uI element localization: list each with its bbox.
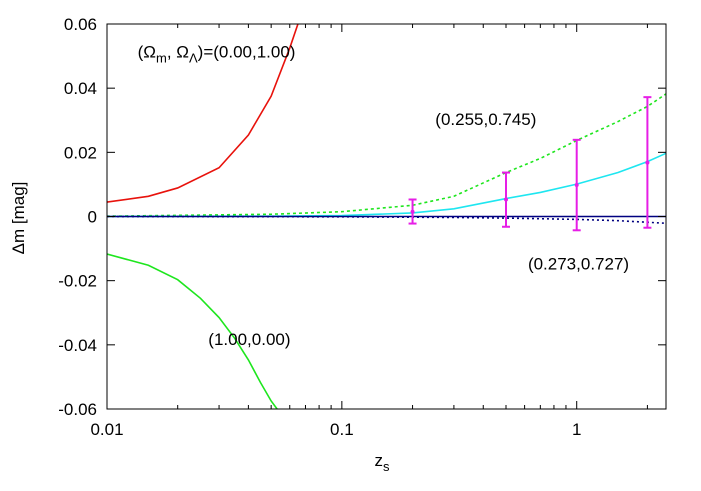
y-tick-label: 0.02 (64, 143, 97, 162)
y-tick-label: 0.06 (64, 15, 97, 34)
y-tick-label: 0 (88, 208, 97, 227)
annotation-omega-1-part: m (156, 51, 167, 66)
annotation-omega-2-part: (0.255,0.745) (435, 110, 536, 129)
error-bar-4 (643, 96, 652, 229)
annotation-omega-3-part: (0.273,0.727) (528, 254, 629, 273)
annotation-omega-1: (Ωm, ΩΛ)=(0.00,1.00) (138, 43, 296, 66)
error-bar-3 (572, 138, 581, 232)
axis-ticks: -0.06 -0.04 -0.02 0 0.02 0.04 0.06 0.01 0.1 1 (58, 15, 666, 439)
annotation-omega-1-part: , Ω (167, 43, 189, 62)
annotation-omega-2: (0.255,0.745) (435, 110, 536, 129)
annotation-omega-4: (1.00,0.00) (208, 330, 290, 349)
series-line-3 (107, 93, 666, 217)
x-axis-label: zs (375, 451, 391, 474)
x-axis-label-main: z (375, 451, 384, 470)
x-tick-label: 1 (572, 420, 581, 439)
series-line-4 (107, 152, 666, 218)
x-tick-label: 0.1 (330, 420, 354, 439)
data-point-4 (645, 160, 650, 165)
x-axis-label-subscript: s (383, 459, 390, 474)
data-point-2 (504, 197, 509, 202)
x-tick-label: 0.01 (90, 420, 123, 439)
annotation-omega-3: (0.273,0.727) (528, 254, 629, 273)
annotations: (Ωm, ΩΛ)=(0.00,1.00) (0.255,0.745) (0.273,… (138, 43, 629, 349)
series-line-6 (107, 215, 666, 225)
series-line-1 (107, 24, 299, 203)
annotation-omega-4-part: (1.00,0.00) (208, 330, 290, 349)
series-line-2 (107, 253, 278, 409)
series-group (107, 24, 666, 409)
data-point-1 (410, 209, 415, 214)
annotation-omega-1-part: Λ (189, 51, 198, 66)
y-tick-label: -0.02 (58, 272, 97, 291)
y-axis-label: Δm [mag] (9, 182, 28, 255)
y-tick-label: -0.06 (58, 400, 97, 419)
y-tick-label: 0.04 (64, 79, 97, 98)
y-tick-label: -0.04 (58, 336, 97, 355)
error-bar-1 (408, 198, 417, 225)
data-point-3 (574, 183, 579, 188)
error-bar-2 (502, 171, 511, 228)
plot-marks (107, 24, 666, 409)
annotation-omega-1-part: (Ω (138, 43, 156, 62)
annotation-omega-1-part: )=(0.00,1.00) (198, 43, 296, 62)
